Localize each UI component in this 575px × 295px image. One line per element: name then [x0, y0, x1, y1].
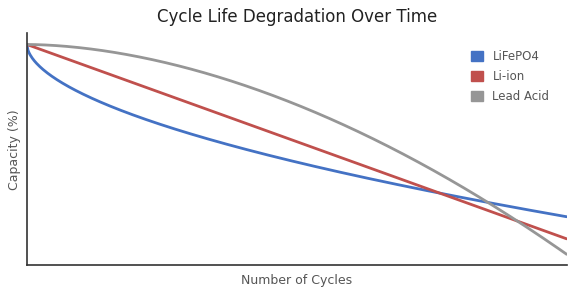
- Lead Acid: [280, 98, 287, 101]
- Lead Acid: [344, 125, 351, 129]
- Lead Acid: [316, 112, 323, 116]
- Li-ion: [344, 158, 351, 162]
- Li-ion: [24, 43, 30, 46]
- LiFePO4: [466, 197, 473, 201]
- Lead Acid: [550, 244, 557, 247]
- Li-ion: [280, 135, 287, 139]
- LiFePO4: [316, 165, 323, 169]
- LiFePO4: [564, 215, 570, 219]
- Lead Acid: [564, 253, 570, 256]
- Li-ion: [283, 136, 290, 140]
- Li-ion: [316, 148, 323, 151]
- Line: Lead Acid: Lead Acid: [27, 45, 567, 254]
- Lead Acid: [24, 43, 30, 46]
- Y-axis label: Capacity (%): Capacity (%): [8, 109, 21, 190]
- LiFePO4: [283, 158, 290, 161]
- Line: Li-ion: Li-ion: [27, 45, 567, 239]
- Lead Acid: [466, 189, 473, 193]
- LiFePO4: [344, 172, 351, 176]
- LiFePO4: [24, 43, 30, 46]
- LiFePO4: [280, 157, 287, 161]
- Li-ion: [466, 202, 473, 206]
- Lead Acid: [283, 99, 290, 102]
- Legend: LiFePO4, Li-ion, Lead Acid: LiFePO4, Li-ion, Lead Acid: [465, 44, 555, 109]
- Li-ion: [550, 232, 557, 236]
- Li-ion: [564, 237, 570, 241]
- X-axis label: Number of Cycles: Number of Cycles: [242, 274, 352, 287]
- LiFePO4: [550, 213, 557, 216]
- Title: Cycle Life Degradation Over Time: Cycle Life Degradation Over Time: [156, 8, 437, 26]
- Line: LiFePO4: LiFePO4: [27, 45, 567, 217]
